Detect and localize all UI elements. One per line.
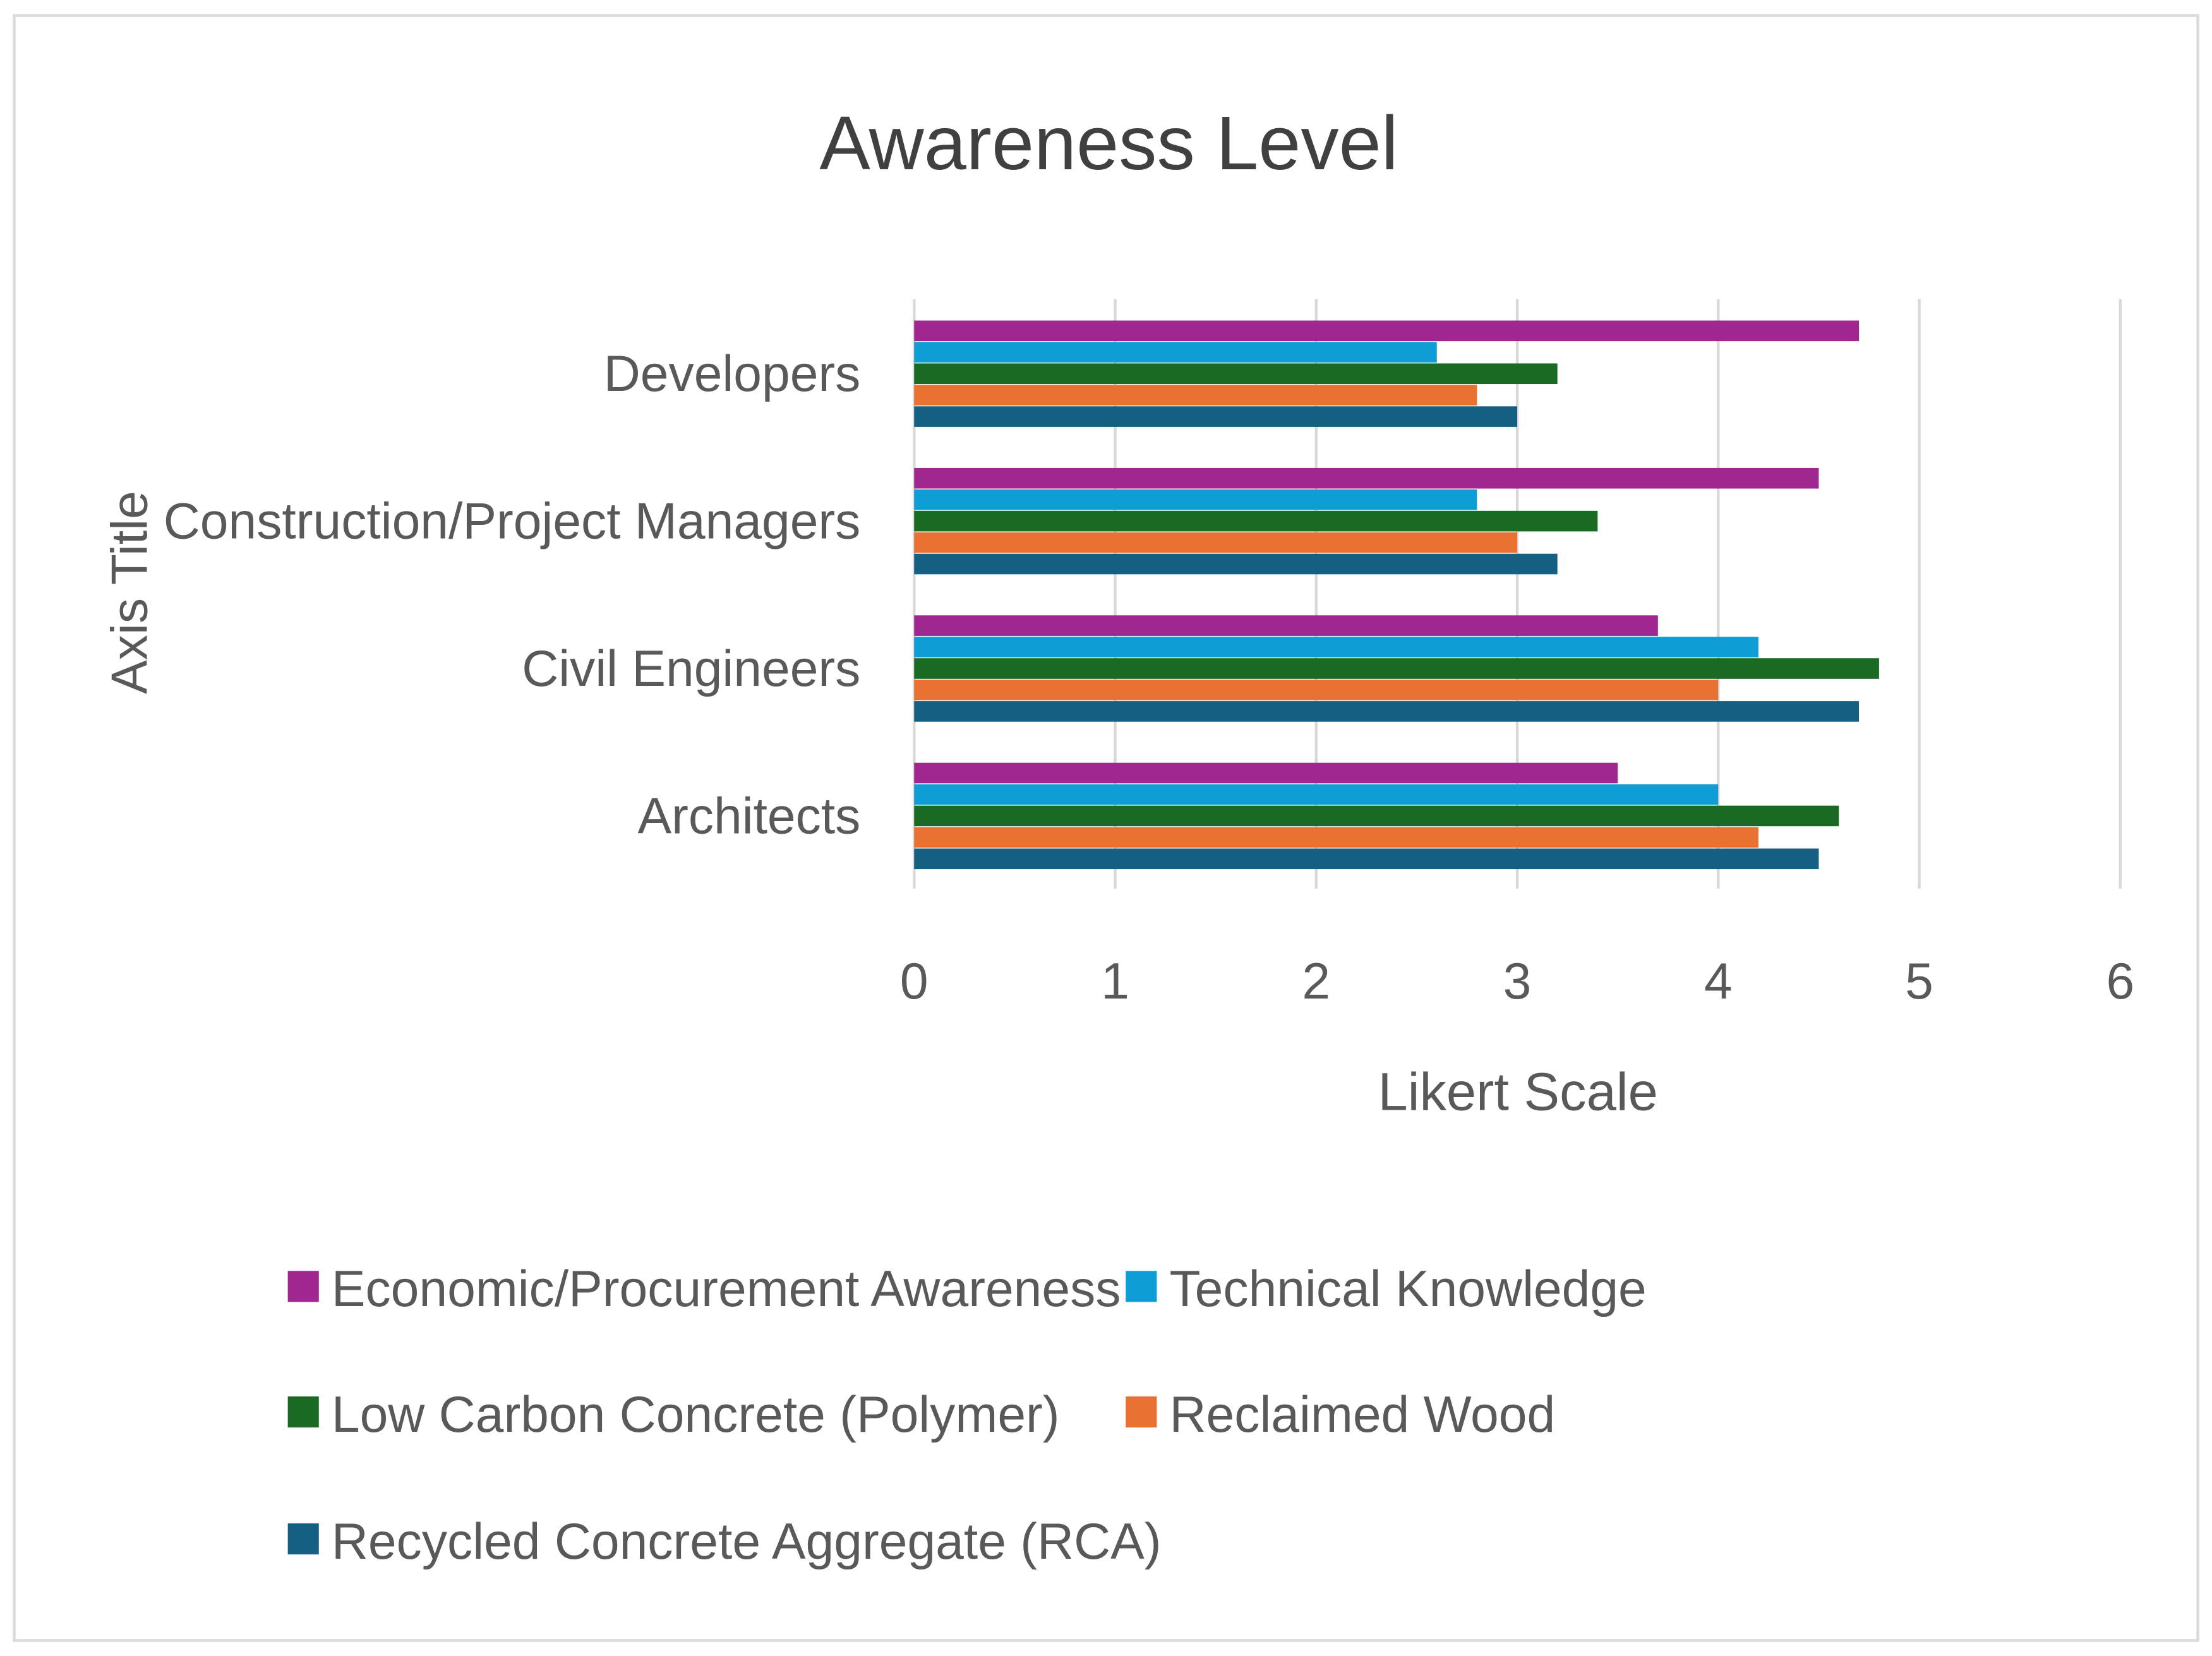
legend-label: Reclaimed Wood — [1170, 1386, 1556, 1443]
bar — [914, 762, 1618, 784]
x-tick-labels: 0 1 2 3 4 5 6 — [900, 953, 2134, 1010]
x-tick-label: 6 — [2106, 953, 2134, 1010]
x-axis-title: Likert Scale — [1378, 1062, 1657, 1122]
legend-swatch — [287, 1396, 319, 1428]
bar — [914, 363, 1558, 385]
bar — [914, 385, 1477, 405]
bar — [914, 805, 1839, 827]
x-tick-label: 2 — [1302, 953, 1330, 1010]
bar — [914, 637, 1758, 657]
legend-swatch — [1126, 1396, 1157, 1428]
bar — [914, 532, 1518, 553]
category-label: Architects — [637, 788, 860, 844]
legend: Economic/Procurement Awareness Technical … — [287, 1261, 1647, 1570]
bar — [914, 615, 1658, 636]
y-axis-title: Axis Title — [101, 491, 158, 694]
bar — [914, 701, 1860, 722]
x-tick-label: 5 — [1905, 953, 1933, 1010]
legend-label: Low Carbon Concrete (Polymer) — [332, 1386, 1060, 1443]
bar — [914, 553, 1558, 575]
bar — [914, 680, 1719, 700]
bar — [914, 320, 1860, 342]
category-label: Civil Engineers — [522, 640, 860, 697]
category-label: Construction/Project Managers — [164, 493, 861, 550]
bars — [914, 320, 1879, 870]
bar — [914, 784, 1719, 805]
category-label: Developers — [604, 345, 861, 402]
legend-swatch — [287, 1523, 319, 1555]
bar — [914, 827, 1758, 848]
legend-label: Recycled Concrete Aggregate (RCA) — [332, 1513, 1162, 1570]
category-labels: Developers Construction/Project Managers C… — [164, 345, 861, 844]
x-tick-label: 1 — [1101, 953, 1129, 1010]
chart-title: Awareness Level — [819, 100, 1398, 186]
legend-label: Technical Knowledge — [1170, 1261, 1647, 1317]
bar — [914, 510, 1598, 532]
x-tick-label: 4 — [1704, 953, 1733, 1010]
x-tick-label: 0 — [900, 953, 929, 1010]
bar — [914, 406, 1518, 427]
bar — [914, 342, 1437, 363]
bar — [914, 848, 1819, 870]
bar — [914, 467, 1819, 489]
legend-label: Economic/Procurement Awareness — [332, 1261, 1121, 1317]
bar — [914, 658, 1879, 679]
legend-swatch — [1126, 1271, 1157, 1302]
bar — [914, 489, 1477, 510]
x-tick-label: 3 — [1503, 953, 1532, 1010]
legend-swatch — [287, 1271, 319, 1302]
